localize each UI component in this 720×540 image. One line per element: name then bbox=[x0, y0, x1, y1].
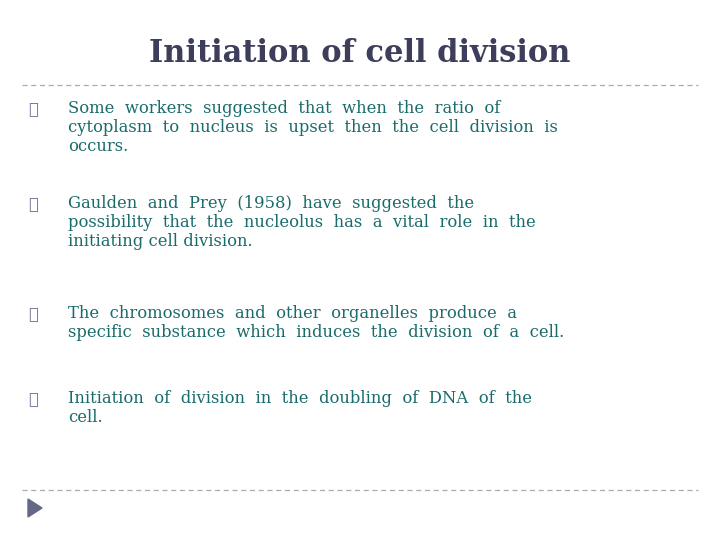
Text: initiating cell division.: initiating cell division. bbox=[68, 233, 253, 250]
Text: Some  workers  suggested  that  when  the  ratio  of: Some workers suggested that when the rat… bbox=[68, 100, 500, 117]
Text: possibility  that  the  nucleolus  has  a  vital  role  in  the: possibility that the nucleolus has a vit… bbox=[68, 214, 536, 231]
Text: Gaulden  and  Prey  (1958)  have  suggested  the: Gaulden and Prey (1958) have suggested t… bbox=[68, 195, 474, 212]
Text: ❖: ❖ bbox=[28, 390, 38, 407]
Text: ❖: ❖ bbox=[28, 195, 38, 212]
Text: ❖: ❖ bbox=[28, 100, 38, 117]
Text: cytoplasm  to  nucleus  is  upset  then  the  cell  division  is: cytoplasm to nucleus is upset then the c… bbox=[68, 119, 558, 136]
Text: Initiation  of  division  in  the  doubling  of  DNA  of  the: Initiation of division in the doubling o… bbox=[68, 390, 532, 407]
Text: The  chromosomes  and  other  organelles  produce  a: The chromosomes and other organelles pro… bbox=[68, 305, 517, 322]
Text: Initiation of cell division: Initiation of cell division bbox=[149, 38, 571, 69]
Text: occurs.: occurs. bbox=[68, 138, 128, 155]
Text: cell.: cell. bbox=[68, 409, 103, 426]
Polygon shape bbox=[28, 499, 42, 517]
Text: ❖: ❖ bbox=[28, 305, 38, 322]
Text: specific  substance  which  induces  the  division  of  a  cell.: specific substance which induces the div… bbox=[68, 324, 564, 341]
